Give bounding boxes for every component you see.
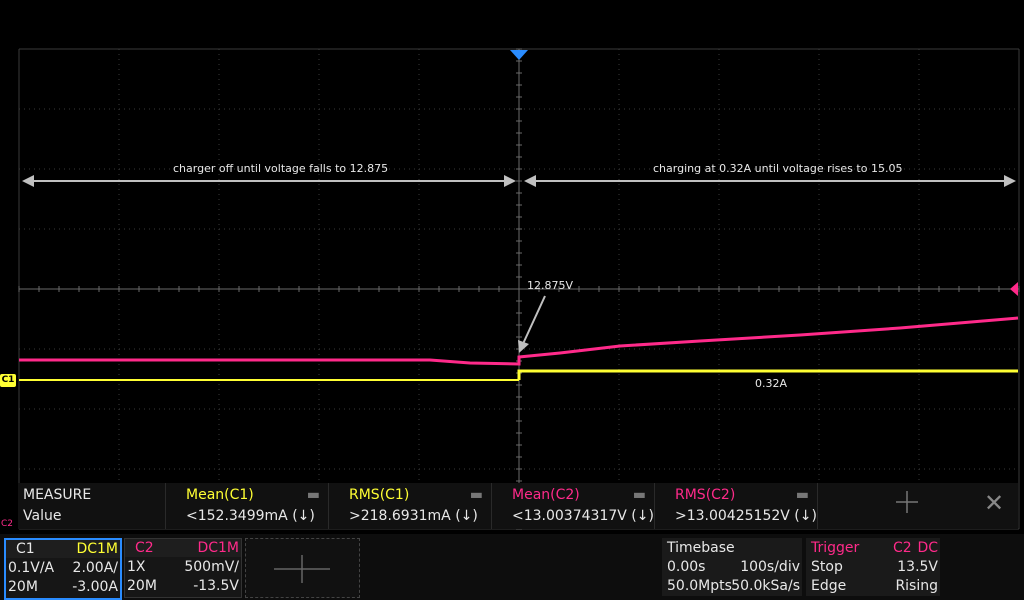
timebase-panel[interactable]: Timebase 0.00s 100s/div 50.0Mpts 50.0kSa… <box>662 538 802 596</box>
channel-coupling: DC1M <box>76 541 118 557</box>
measure-name: RMS(C2) <box>675 487 736 503</box>
waveform-c2 <box>19 316 1019 366</box>
trigger-type: Edge <box>811 578 847 594</box>
channel-c1-box[interactable]: C1 DC1M 0.1V/A 2.00A/ 20M -3.00A <box>4 538 122 600</box>
channel-bandwidth: 20M <box>8 579 38 595</box>
measure-item-rms-c2[interactable]: RMS(C2) ▬ >13.00425152V (↓) <box>670 483 818 529</box>
measure-name: Mean(C2) <box>512 487 580 503</box>
channel-c2-box[interactable]: C2 DC1M 1X 500mV/ 20M -13.5V <box>124 538 242 598</box>
channel-c2-header <box>125 539 241 557</box>
timebase-title: Timebase <box>667 540 735 556</box>
timebase-sample-rate: 50.0kSa/s <box>731 578 800 594</box>
collapse-dash-icon[interactable]: ▬ <box>469 487 483 503</box>
measure-value: <13.00374317V (↓) <box>512 508 654 524</box>
channel-offset: -13.5V <box>193 578 239 594</box>
c1-marker-label: C1 <box>1 375 15 385</box>
trigger-level-marker[interactable] <box>1010 282 1018 296</box>
measure-item-mean-c1[interactable]: Mean(C1) ▬ <152.3499mA (↓) <box>181 483 329 529</box>
measure-item-mean-c2[interactable]: Mean(C2) ▬ <13.00374317V (↓) <box>507 483 655 529</box>
trigger-slope: Rising <box>895 578 938 594</box>
status-bar: C1 DC1M 0.1V/A 2.00A/ 20M -3.00A C2 DC1M… <box>0 534 1024 600</box>
trigger-mode: Stop <box>811 559 843 575</box>
annotation-voltage: 12.875V <box>527 279 574 292</box>
measure-value: >13.00425152V (↓) <box>675 508 817 524</box>
collapse-dash-icon[interactable]: ▬ <box>632 487 646 503</box>
channel-offset: -3.00A <box>72 579 118 595</box>
waveform-c1 <box>19 369 1018 381</box>
measure-title: MEASURE <box>23 487 92 503</box>
add-measure-icon[interactable] <box>896 491 918 513</box>
channel-bandwidth: 20M <box>127 578 157 594</box>
channel-scale: 2.00A/ <box>72 560 118 576</box>
timebase-memory: 50.0Mpts <box>667 578 732 594</box>
channel-probe: 1X <box>127 559 146 575</box>
timebase-scale: 100s/div <box>740 559 800 575</box>
measure-value: >218.6931mA (↓) <box>349 508 478 524</box>
measure-header-cell: MEASURE Value <box>18 483 166 529</box>
trigger-source: C2 <box>893 540 912 556</box>
trigger-level: 13.5V <box>897 559 938 575</box>
trigger-panel[interactable]: Trigger C2 DC Stop 13.5V Edge Rising <box>806 538 940 596</box>
trigger-coupling: DC <box>917 540 938 556</box>
trigger-position-marker[interactable] <box>510 50 528 60</box>
timebase-delay: 0.00s <box>667 559 706 575</box>
add-channel-button[interactable] <box>245 538 360 598</box>
channel-name: C2 <box>135 540 154 556</box>
annotation-charger-off: charger off until voltage falls to 12.87… <box>173 162 389 175</box>
add-icon <box>274 555 330 583</box>
measure-name: Mean(C1) <box>186 487 254 503</box>
oscilloscope-display <box>18 48 1020 530</box>
channel-scale: 500mV/ <box>184 559 239 575</box>
close-icon[interactable]: ✕ <box>984 489 1005 517</box>
channel-c1-header <box>6 540 120 558</box>
annotation-arrows <box>22 175 1016 353</box>
measure-panel: MEASURE Value Mean(C1) ▬ <152.3499mA (↓)… <box>18 483 1018 529</box>
measure-item-rms-c1[interactable]: RMS(C1) ▬ >218.6931mA (↓) <box>344 483 492 529</box>
collapse-dash-icon[interactable]: ▬ <box>306 487 320 503</box>
channel-name: C1 <box>16 541 35 557</box>
collapse-dash-icon[interactable]: ▬ <box>795 487 809 503</box>
measure-name: RMS(C1) <box>349 487 410 503</box>
trigger-title: Trigger <box>811 540 860 556</box>
measure-value-label: Value <box>23 508 62 524</box>
annotation-charging: charging at 0.32A until voltage rises to… <box>653 162 903 175</box>
channel-probe: 0.1V/A <box>8 560 55 576</box>
c1-offset-marker[interactable]: C1 <box>0 374 16 387</box>
channel-coupling: DC1M <box>197 540 239 556</box>
annotation-current: 0.32A <box>755 377 788 390</box>
c2-offset-marker[interactable]: C2 <box>1 519 14 529</box>
measure-value: <152.3499mA (↓) <box>186 508 315 524</box>
